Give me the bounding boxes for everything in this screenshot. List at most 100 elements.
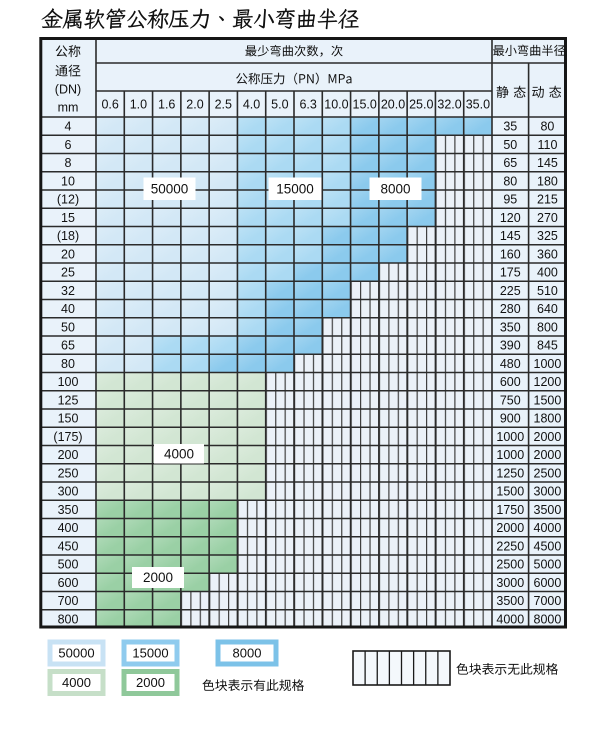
svg-text:1000: 1000 [534,357,562,371]
svg-text:95: 95 [503,193,517,207]
svg-text:390: 390 [500,339,521,353]
svg-text:80: 80 [503,174,517,188]
svg-text:35.0: 35.0 [466,98,490,112]
svg-text:800: 800 [537,320,558,334]
svg-text:32: 32 [61,284,75,298]
svg-text:15000: 15000 [276,181,314,196]
svg-text:2000: 2000 [496,521,524,535]
svg-text:80: 80 [61,357,75,371]
svg-text:300: 300 [58,485,79,499]
svg-text:3000: 3000 [534,485,562,499]
svg-text:145: 145 [500,229,521,243]
svg-text:4.0: 4.0 [243,98,260,112]
svg-text:5000: 5000 [534,558,562,572]
svg-text:3500: 3500 [534,503,562,517]
svg-text:(DN): (DN) [55,83,81,97]
svg-text:15.0: 15.0 [353,98,377,112]
svg-text:0.6: 0.6 [101,98,118,112]
svg-text:6000: 6000 [534,576,562,590]
svg-text:25: 25 [61,266,75,280]
svg-text:2000: 2000 [143,570,173,585]
svg-text:1200: 1200 [534,375,562,389]
svg-text:500: 500 [58,558,79,572]
svg-text:350: 350 [500,320,521,334]
svg-text:480: 480 [500,357,521,371]
svg-text:25.0: 25.0 [409,98,433,112]
svg-text:50000: 50000 [58,646,94,661]
svg-text:1800: 1800 [534,412,562,426]
svg-text:20.0: 20.0 [381,98,405,112]
svg-text:100: 100 [58,375,79,389]
svg-text:400: 400 [58,521,79,535]
svg-text:2000: 2000 [136,675,165,690]
svg-text:360: 360 [537,247,558,261]
svg-text:(12): (12) [57,193,79,207]
svg-text:1.0: 1.0 [130,98,147,112]
svg-text:150: 150 [58,412,79,426]
svg-text:20: 20 [61,247,75,261]
svg-text:125: 125 [58,393,79,407]
svg-text:6: 6 [65,138,72,152]
svg-text:450: 450 [58,539,79,553]
svg-text:270: 270 [537,211,558,225]
svg-text:8000: 8000 [534,612,562,626]
svg-text:4500: 4500 [534,539,562,553]
svg-text:5.0: 5.0 [271,98,288,112]
svg-text:250: 250 [58,466,79,480]
svg-text:600: 600 [500,375,521,389]
svg-text:(175): (175) [53,430,82,444]
svg-text:65: 65 [61,339,75,353]
svg-text:1250: 1250 [496,466,524,480]
svg-text:750: 750 [500,393,521,407]
svg-text:4000: 4000 [496,612,524,626]
svg-text:215: 215 [537,193,558,207]
svg-text:32.0: 32.0 [437,98,461,112]
svg-text:15000: 15000 [132,646,168,661]
svg-text:6.3: 6.3 [299,98,316,112]
svg-text:50000: 50000 [151,181,189,196]
svg-text:mm: mm [58,101,79,115]
svg-text:65: 65 [503,156,517,170]
svg-text:2500: 2500 [534,466,562,480]
svg-text:2500: 2500 [496,558,524,572]
svg-text:50: 50 [61,320,75,334]
svg-text:1000: 1000 [496,448,524,462]
svg-text:4000: 4000 [62,675,91,690]
svg-text:600: 600 [58,576,79,590]
svg-text:110: 110 [537,138,557,152]
svg-text:900: 900 [500,412,521,426]
svg-text:160: 160 [500,247,521,261]
svg-text:10.0: 10.0 [324,98,348,112]
svg-text:200: 200 [58,448,79,462]
svg-text:2.5: 2.5 [215,98,232,112]
svg-text:7000: 7000 [534,594,562,608]
svg-text:800: 800 [58,612,79,626]
svg-text:350: 350 [58,503,79,517]
svg-text:50: 50 [503,138,517,152]
svg-text:225: 225 [500,284,521,298]
svg-text:1000: 1000 [496,430,524,444]
svg-text:510: 510 [537,284,558,298]
svg-text:3500: 3500 [496,594,524,608]
svg-text:1500: 1500 [496,485,524,499]
svg-text:8000: 8000 [233,646,262,661]
svg-text:1500: 1500 [534,393,562,407]
svg-text:2250: 2250 [496,539,524,553]
svg-text:120: 120 [500,211,521,225]
svg-text:640: 640 [537,302,558,316]
svg-text:3000: 3000 [496,576,524,590]
svg-text:40: 40 [61,302,75,316]
svg-text:35: 35 [503,120,517,134]
svg-text:4: 4 [65,120,72,134]
svg-text:700: 700 [58,594,79,608]
svg-text:2000: 2000 [534,448,562,462]
svg-text:280: 280 [500,302,521,316]
svg-text:1.6: 1.6 [158,98,175,112]
svg-text:10: 10 [61,174,75,188]
svg-text:400: 400 [537,266,558,280]
svg-text:80: 80 [540,120,554,134]
svg-text:8: 8 [65,156,72,170]
svg-text:175: 175 [500,266,521,280]
svg-text:8000: 8000 [380,181,410,196]
svg-text:325: 325 [537,229,558,243]
